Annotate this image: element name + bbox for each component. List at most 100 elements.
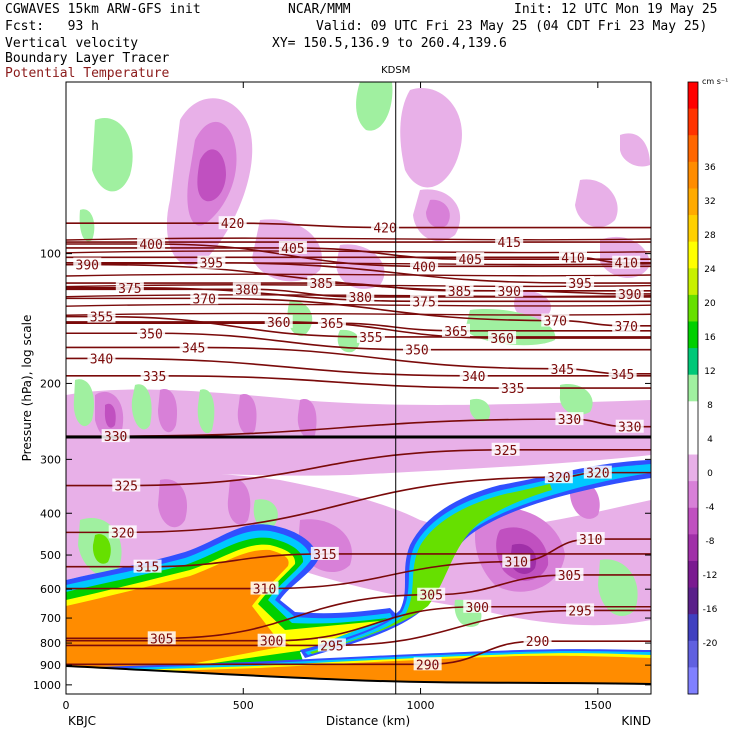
theta-label-bg (608, 366, 637, 380)
colorbar-label: 36 (704, 163, 716, 173)
theta-label: 360 (490, 332, 513, 347)
colorbar-swatch (688, 268, 698, 296)
x-tick-label: 1000 (407, 699, 435, 712)
theta-label-bg (218, 216, 247, 230)
terrain-surface (66, 665, 651, 685)
colorbar-swatch (688, 454, 698, 482)
y-axis-title: Pressure (hPa), log scale (20, 315, 34, 462)
theta-label: 305 (150, 632, 173, 647)
colorbar-swatch (688, 507, 698, 535)
colorbar-swatch (688, 321, 698, 349)
theta-label: 305 (419, 589, 442, 604)
theta-label-bg (544, 470, 573, 484)
descent-region (197, 389, 215, 434)
theta-label-bg (346, 289, 375, 303)
theta-label: 330 (104, 430, 127, 445)
colorbar-swatch (688, 614, 698, 642)
theta-label-bg (615, 419, 644, 433)
theta-label: 355 (90, 311, 113, 326)
x-tick-label: 1500 (584, 699, 612, 712)
theta-label-bg (548, 361, 577, 375)
theta-label: 350 (405, 344, 428, 359)
y-tick-label: 600 (40, 583, 61, 596)
theta-label-bg (73, 257, 102, 271)
colorbar-swatch (688, 534, 698, 562)
theta-label-bg (417, 587, 446, 601)
colorbar-swatch (688, 667, 698, 695)
theta-label: 400 (412, 260, 435, 275)
theta-label: 370 (544, 315, 567, 330)
theta-contour (66, 261, 651, 284)
theta-contour (66, 222, 651, 229)
theta-label: 410 (614, 257, 637, 272)
descent-region (92, 118, 133, 192)
theta-label: 300 (466, 601, 489, 616)
theta-label: 340 (462, 370, 485, 385)
theta-label-bg (257, 633, 286, 647)
theta-label-bg (498, 381, 527, 395)
colorbar-swatch (688, 401, 698, 429)
colorbar-label: 0 (707, 469, 713, 479)
theta-label: 385 (310, 277, 333, 292)
x-axis-title: Distance (km) (326, 714, 410, 728)
descent-region (356, 82, 393, 131)
theta-label-bg (179, 340, 208, 354)
descent-region (287, 300, 313, 336)
descent-region (559, 384, 593, 415)
ascent-region (197, 149, 226, 202)
theta-label: 355 (359, 331, 382, 346)
theta-label: 410 (561, 251, 584, 266)
ascent-region (227, 479, 251, 525)
theta-label-bg (555, 567, 584, 581)
theta-label-bg (278, 240, 307, 254)
theta-label-bg (108, 525, 137, 539)
theta-label-bg (356, 329, 385, 343)
descent-region (337, 329, 360, 353)
colorbar-label: 12 (704, 367, 715, 377)
theta-label-bg (250, 581, 279, 595)
theta-label: 295 (568, 604, 591, 619)
colorbar-swatch (688, 82, 698, 110)
theta-contour (66, 243, 651, 268)
theta-label: 300 (260, 635, 283, 650)
colorbar-swatch (688, 481, 698, 509)
theta-label: 345 (551, 363, 574, 378)
theta-label: 290 (416, 658, 439, 673)
descent-region (73, 379, 95, 427)
theta-contour (66, 321, 651, 339)
theta-label-bg (410, 259, 439, 273)
x-tick-label: 0 (63, 699, 70, 712)
colorbar-frame (687, 81, 699, 695)
theta-label-bg (495, 235, 524, 249)
theta-label: 400 (139, 238, 162, 253)
colorbar-label: -8 (706, 537, 715, 547)
colorbar-swatch (688, 135, 698, 163)
y-tick-label: 800 (40, 637, 61, 650)
colorbar-swatch (688, 374, 698, 402)
theta-label-bg (576, 532, 605, 546)
theta-label: 420 (373, 222, 396, 237)
field-boundary-layer-tracer: Boundary Layer Tracer (5, 51, 170, 66)
boundary-layer-tracer (310, 484, 552, 654)
descent-region (79, 209, 95, 242)
descent-region (598, 559, 638, 616)
theta-label: 405 (281, 242, 304, 257)
colorbar-label: 24 (704, 265, 716, 275)
theta-label: 365 (444, 325, 467, 340)
theta-label: 310 (579, 533, 602, 548)
theta-label: 310 (505, 556, 528, 571)
theta-contour (66, 262, 651, 266)
theta-label-bg (101, 429, 130, 443)
colorbar-swatch (688, 587, 698, 615)
theta-label-bg (566, 603, 595, 617)
y-axis: 100 200 300 400 500 600 700 800 900 1000 (33, 248, 651, 692)
theta-label-bg (133, 559, 162, 573)
theta-label-bg (583, 465, 612, 479)
theta-contour (66, 640, 651, 666)
colorbar-swatch (688, 108, 698, 136)
theta-contour (66, 247, 651, 260)
theta-label: 360 (267, 316, 290, 331)
theta-label: 320 (547, 471, 570, 486)
theta-contour (66, 273, 651, 277)
theta-label-bg (502, 554, 531, 568)
